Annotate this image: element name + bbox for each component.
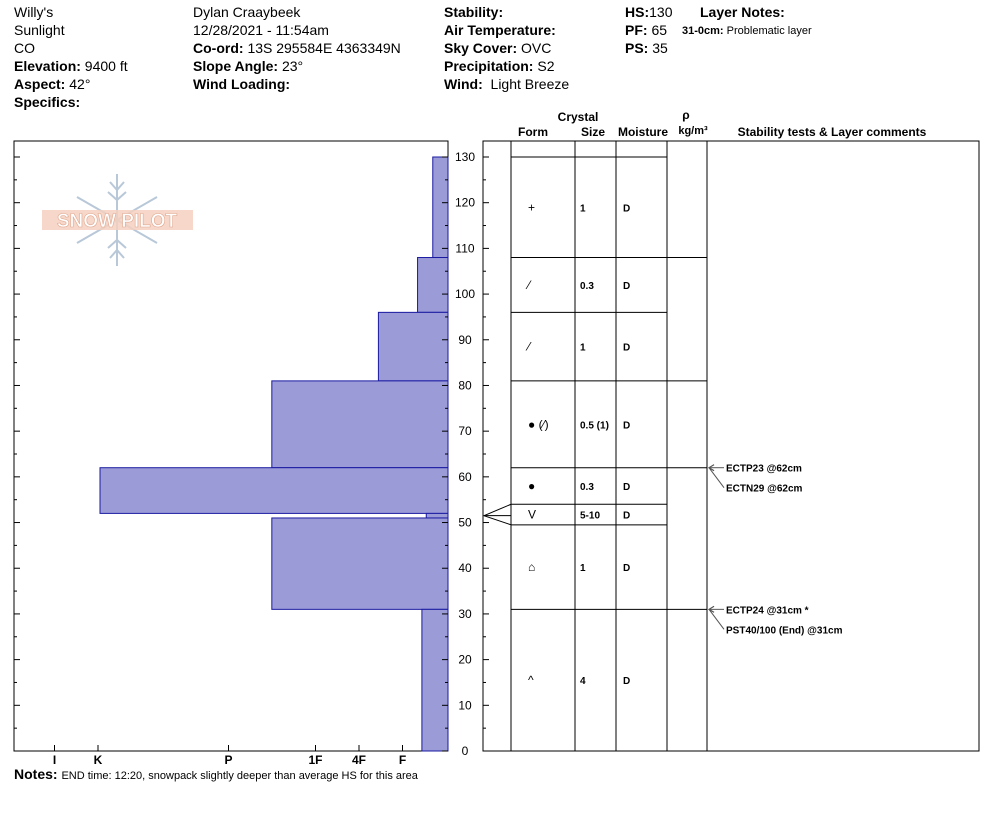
- grain-form: ● (⁄): [528, 417, 549, 431]
- test-pointer: [708, 609, 725, 630]
- size-header: Size: [581, 125, 605, 139]
- grain-form: ⁄: [525, 340, 532, 354]
- height-tick-label: 70: [458, 424, 472, 438]
- height-tick-label: 30: [458, 607, 472, 621]
- specifics: Specifics:: [14, 94, 81, 110]
- grain-size: 0.5 (1): [580, 420, 609, 431]
- moisture-header: Moisture: [618, 125, 668, 139]
- wind-loading: Wind Loading:: [193, 76, 291, 92]
- stability: Stability:: [444, 4, 504, 20]
- moisture: D: [623, 343, 630, 354]
- state: CO: [14, 40, 35, 56]
- layer-notes-title: Layer Notes:: [700, 4, 785, 20]
- grain-size: 4: [580, 676, 586, 687]
- hardness-bar: [99, 467, 449, 514]
- height-tick-label: 80: [458, 378, 472, 392]
- layer-table: +1 D ⁄ 0.3 D ⁄ 1 D ● (⁄) 0.5 (1) D ● 0.3 D V 5-10 D ⌂ 1 D ^ 4…: [482, 156, 707, 687]
- height-tick-label: 110: [455, 241, 474, 255]
- height-tick-label: 120: [455, 196, 475, 210]
- moisture: D: [623, 482, 630, 493]
- hardness-tick-label: 4F: [352, 753, 366, 767]
- layer-connector: [482, 503, 512, 526]
- height-axis: 0 10 20 30 40 50 60 70 80 90 100 110 120 130: [14, 150, 489, 758]
- hardness-bars: [99, 156, 449, 752]
- moisture: D: [623, 511, 630, 522]
- wind: Wind: Light Breeze: [444, 76, 570, 92]
- density-unit: kg/m³: [678, 125, 708, 137]
- crystal-header: Crystal: [558, 110, 599, 124]
- hardness-bar: [417, 257, 449, 313]
- table-frame: [482, 140, 980, 752]
- grain-size: 0.3: [580, 281, 594, 292]
- layer-note: 31-0cm: Problematic layer: [682, 25, 812, 37]
- hardness-axis: I K P 1F 4F F: [53, 745, 406, 767]
- stability-test: ECTP24 @31cm *: [726, 605, 809, 616]
- moisture: D: [623, 203, 630, 214]
- grain-size: 1: [580, 203, 586, 214]
- ps: PS: 35: [625, 40, 668, 56]
- hardness-tick-label: F: [399, 753, 406, 767]
- grain-form: +: [528, 200, 535, 214]
- density-header: ρ: [682, 108, 689, 122]
- coordinates: Co-ord: 13S 295584E 4363349N: [193, 40, 401, 56]
- air-temperature: Air Temperature:: [444, 22, 556, 38]
- grain-form: ⌂: [528, 560, 535, 574]
- slope-angle: Slope Angle: 23°: [193, 58, 304, 74]
- grain-size: 1: [580, 343, 586, 354]
- site-name: Willy's: [14, 4, 54, 20]
- arrow-icon: [708, 464, 715, 472]
- height-tick-label: 130: [455, 150, 475, 164]
- form-header: Form: [518, 125, 548, 139]
- height-tick-label: 60: [458, 470, 472, 484]
- precipitation: Precipitation: S2: [444, 58, 555, 74]
- moisture: D: [623, 420, 630, 431]
- grain-form: V: [528, 508, 536, 522]
- hardness-bar: [432, 156, 449, 259]
- grain-size: 0.3: [580, 482, 594, 493]
- height-tick-label: 40: [458, 561, 472, 575]
- stability-test: ECTN29 @62cm: [726, 484, 803, 495]
- stability-tests: ECTP23 @62cm ECTN29 @62cm ECTP24 @31cm * PS…: [708, 464, 843, 636]
- height-tick-label: 50: [458, 516, 472, 530]
- hardness-tick-label: 1F: [308, 753, 322, 767]
- height-tick-label: 0: [462, 744, 469, 758]
- hardness-bar: [271, 380, 449, 469]
- elevation: Elevation: 9400 ft: [14, 58, 128, 74]
- hardness-bar: [421, 608, 449, 752]
- moisture: D: [623, 676, 630, 687]
- hardness-tick-label: P: [224, 753, 232, 767]
- height-tick-label: 90: [458, 333, 472, 347]
- grain-size: 1: [580, 563, 586, 574]
- notes: Notes: END time: 12:20, snowpack slightl…: [14, 766, 418, 782]
- grain-form: ●: [528, 479, 535, 493]
- snowpilot-logo: SNOW PILOT: [42, 174, 193, 266]
- arrow-icon: [708, 605, 715, 613]
- moisture: D: [623, 281, 630, 292]
- location: Sunlight: [14, 22, 65, 38]
- sky-cover: Sky Cover: OVC: [444, 40, 552, 56]
- observer: Dylan Craaybeek: [193, 4, 301, 20]
- hs: HS:130: [625, 4, 673, 20]
- height-tick-label: 10: [458, 698, 472, 712]
- hardness-tick-label: I: [53, 753, 56, 767]
- comments-header: Stability tests & Layer comments: [738, 125, 927, 139]
- datetime: 12/28/2021 - 11:54am: [193, 22, 329, 38]
- logo-text: SNOW PILOT: [57, 211, 178, 232]
- stability-test: PST40/100 (End) @31cm: [726, 625, 843, 636]
- test-pointer: [708, 467, 725, 489]
- stability-test: ECTP23 @62cm: [726, 464, 802, 475]
- hardness-bar: [425, 512, 449, 519]
- pf: PF: 65: [625, 22, 668, 38]
- hardness-tick-label: K: [94, 753, 103, 767]
- grain-form: ^: [528, 673, 534, 687]
- aspect: Aspect: 42°: [14, 76, 91, 92]
- height-tick-label: 20: [458, 653, 472, 667]
- hardness-bar: [377, 311, 449, 382]
- height-tick-label: 100: [455, 287, 475, 301]
- grain-form: ⁄: [525, 278, 532, 292]
- grain-size: 5-10: [580, 511, 600, 522]
- hardness-bar: [271, 517, 449, 610]
- moisture: D: [623, 563, 630, 574]
